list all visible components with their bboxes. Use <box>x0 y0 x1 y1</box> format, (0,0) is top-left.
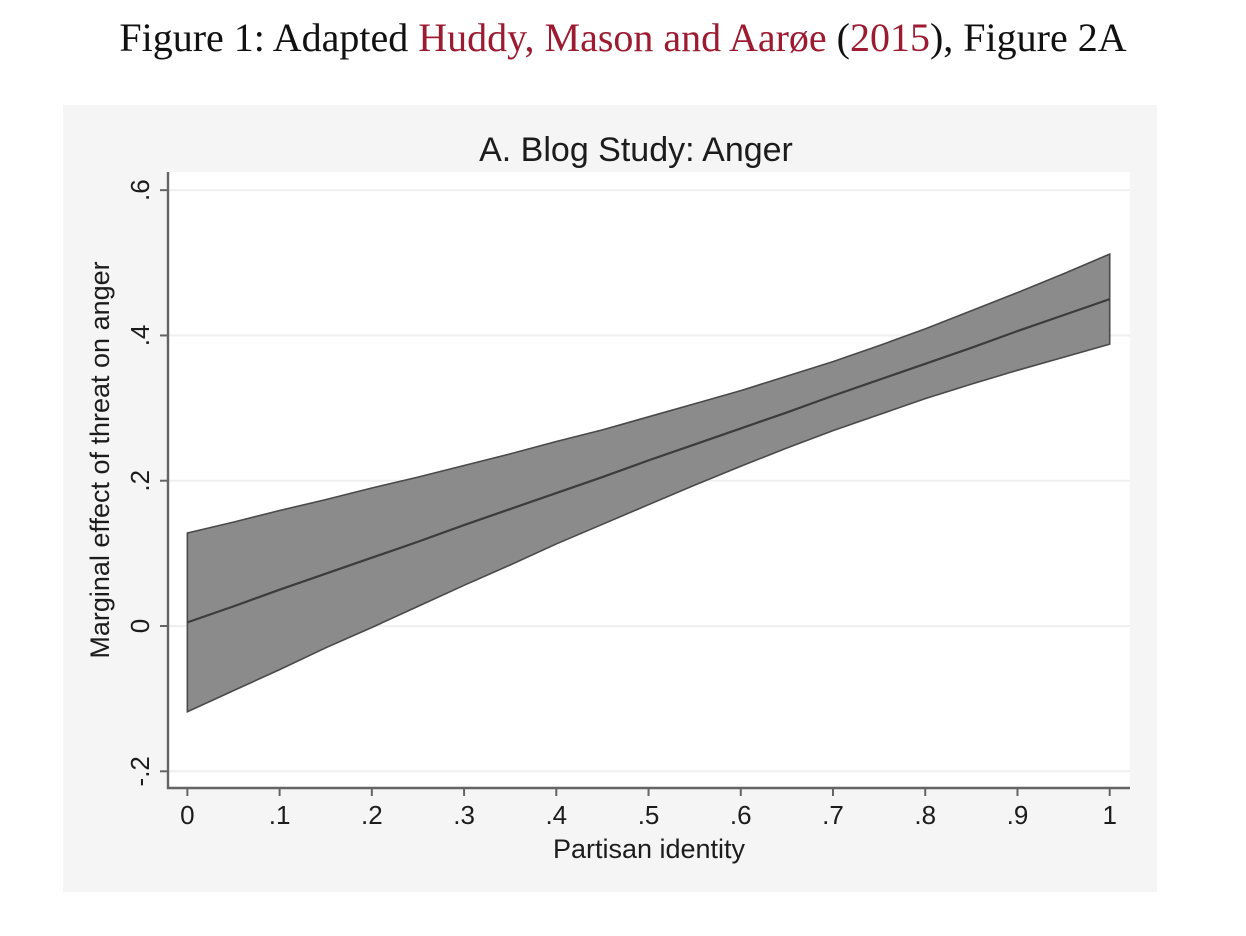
x-tick-label: .1 <box>269 800 291 830</box>
caption-text-paren: ( <box>826 15 850 60</box>
x-tick-label: .5 <box>638 800 660 830</box>
x-tick-label: .6 <box>730 800 752 830</box>
x-tick-label: .3 <box>453 800 475 830</box>
confidence-band <box>186 252 1111 713</box>
caption-text-suffix: ), Figure 2A <box>929 15 1127 60</box>
axis-lines <box>166 172 1130 790</box>
citation-year-link[interactable]: 2015 <box>849 15 930 60</box>
x-tick-label: 0 <box>180 800 194 830</box>
y-tick-label: .4 <box>125 325 155 347</box>
x-tick-label: .7 <box>822 800 844 830</box>
figure-graphic: 0 .1 .2 .3 .4 .5 .6 .7 .8 .9 1 -.2 0 .2 .4 .6 A. Blog S… <box>63 105 1157 892</box>
y-tick-label: 0 <box>125 619 155 633</box>
effect-line <box>187 298 1111 624</box>
citation-authors-link[interactable]: Huddy, Mason and Aarøe <box>418 15 827 60</box>
x-tick-label: .2 <box>361 800 383 830</box>
x-axis-title: Partisan identity <box>553 834 746 864</box>
x-tick-label: .4 <box>545 800 567 830</box>
x-tick-label: .9 <box>1007 800 1029 830</box>
x-tick-label: 1 <box>1102 800 1116 830</box>
chart-title: A. Blog Study: Anger <box>479 131 793 169</box>
x-tick-label: .8 <box>914 800 936 830</box>
figure-caption: Figure 1: Adapted Huddy, Mason and Aarøe… <box>0 14 1246 61</box>
chart-canvas: 0 .1 .2 .3 .4 .5 .6 .7 .8 .9 1 -.2 0 .2 .4 .6 A. Blog S… <box>85 131 1130 864</box>
y-tick-label: .2 <box>125 470 155 492</box>
y-tick-label: .6 <box>125 179 155 201</box>
y-axis-title: Marginal effect of threat on anger <box>85 261 115 658</box>
y-tick-label: -.2 <box>125 756 155 786</box>
caption-text-prefix: Figure 1: Adapted <box>119 15 419 60</box>
